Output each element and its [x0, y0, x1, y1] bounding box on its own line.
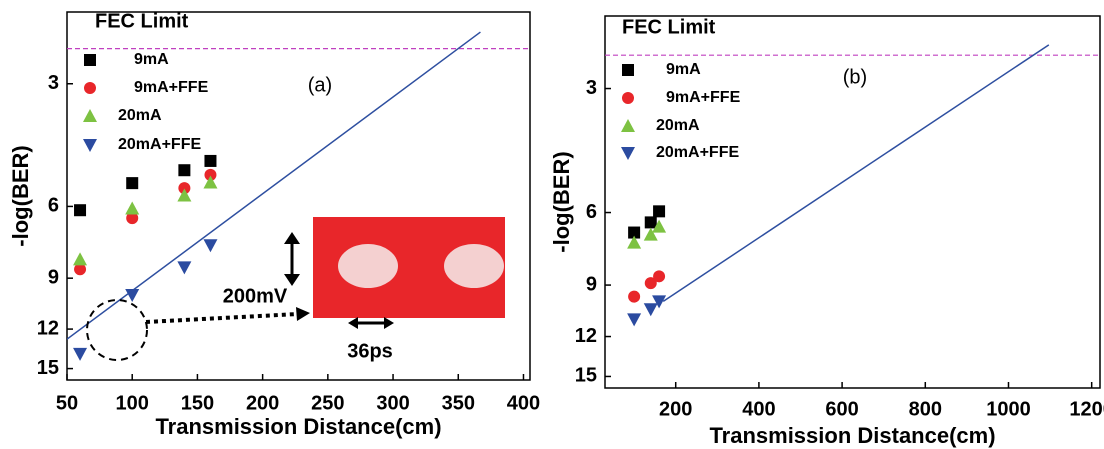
y-tick-label: 9	[586, 273, 597, 295]
legend-marker	[622, 92, 634, 104]
figure: 200 400 600 800 1000 1200 3 6 9 12 15 Transmission …	[0, 0, 1104, 449]
fec-limit-label: FEC Limit	[95, 10, 189, 32]
x-tick-label: 300	[376, 392, 409, 414]
x-tick-label: 100	[116, 392, 149, 414]
legend-label: 9mA+FFE	[134, 79, 209, 96]
marker	[627, 313, 641, 326]
legend-label: 20mA+FFE	[118, 136, 201, 153]
legend-label: 20mA+FFE	[656, 144, 739, 161]
x-tick-label: 350	[442, 392, 475, 414]
y-tick-label: 3	[586, 77, 597, 99]
dotted-arrow	[146, 314, 298, 322]
marker	[644, 303, 658, 316]
x-tick-label: 400	[742, 398, 775, 420]
marker	[653, 270, 665, 282]
panel-label: (a)	[308, 74, 332, 96]
marker	[125, 201, 139, 214]
x-tick-label: 200	[246, 392, 279, 414]
x-axis-title: Transmission Distance(cm)	[709, 423, 995, 448]
eye-opening	[338, 244, 398, 288]
x-tick-label: 150	[181, 392, 214, 414]
panel-label: (b)	[843, 66, 867, 88]
x-tick-label: 1000	[986, 398, 1031, 420]
fec-limit-label: FEC Limit	[622, 16, 716, 38]
y-tick-label: 12	[37, 317, 59, 339]
marker	[73, 348, 87, 361]
y-tick-label: 15	[575, 365, 597, 387]
marker	[203, 239, 217, 252]
y-tick-label: 15	[37, 357, 59, 379]
marker	[653, 205, 665, 217]
legend-label: 20mA	[656, 117, 700, 134]
legend-label: 9mA+FFE	[666, 89, 741, 106]
legend-marker	[84, 82, 96, 94]
eye-inset: 200mV 36ps	[87, 217, 505, 362]
legend-marker	[621, 147, 635, 160]
legend-label: 9mA	[134, 51, 169, 68]
marker	[645, 216, 657, 228]
x-tick-label: 600	[825, 398, 858, 420]
x-tick-label: 400	[507, 392, 540, 414]
marker	[126, 177, 138, 189]
panel: 200 400 600 800 1000 1200 3 6 9 12 15 Transmission …	[549, 16, 1104, 448]
legend-label: 20mA	[118, 107, 162, 124]
marker	[204, 155, 216, 167]
marker	[177, 261, 191, 274]
legend-label: 9mA	[666, 61, 701, 78]
y-tick-label: 6	[586, 201, 597, 223]
eye-opening	[444, 244, 504, 288]
page: 200 400 600 800 1000 1200 3 6 9 12 15 Transmission …	[0, 0, 1104, 449]
annotation: 200mV	[223, 285, 288, 307]
marker	[73, 252, 87, 265]
marker	[628, 291, 640, 303]
x-tick-label: 1200	[1069, 398, 1104, 420]
marker	[178, 164, 190, 176]
x-axis-title: Transmission Distance(cm)	[155, 414, 441, 439]
y-tick-label: 9	[48, 266, 59, 288]
marker	[125, 289, 139, 302]
y-axis-title: -log(BER)	[8, 145, 33, 246]
legend-marker	[83, 109, 97, 122]
legend-marker	[84, 54, 96, 66]
legend-marker	[621, 119, 635, 132]
x-tick-label: 50	[56, 392, 78, 414]
y-tick-label: 6	[48, 195, 59, 217]
marker	[74, 204, 86, 216]
highlight-circle	[87, 300, 147, 360]
x-tick-label: 250	[311, 392, 344, 414]
y-tick-label: 3	[48, 72, 59, 94]
x-tick-label: 800	[909, 398, 942, 420]
y-axis-title: -log(BER)	[549, 151, 574, 252]
legend-marker	[83, 139, 97, 152]
annotation: 36ps	[347, 340, 393, 362]
x-tick-label: 200	[659, 398, 692, 420]
y-tick-label: 12	[575, 325, 597, 347]
arrow-head	[296, 307, 310, 321]
legend-marker	[622, 64, 634, 76]
